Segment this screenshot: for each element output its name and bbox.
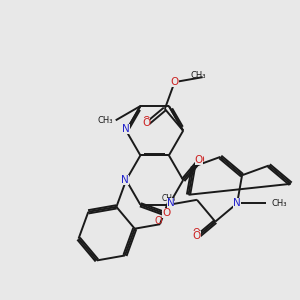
Text: O: O (195, 155, 203, 165)
Text: CH₃: CH₃ (190, 71, 206, 80)
Text: N: N (122, 124, 130, 134)
Text: O: O (142, 116, 150, 126)
Text: CH₃: CH₃ (272, 199, 287, 208)
Text: O: O (155, 216, 162, 226)
Text: CH₃: CH₃ (97, 116, 113, 125)
Text: O: O (193, 231, 201, 241)
Text: O: O (163, 208, 171, 218)
Text: O: O (171, 77, 178, 87)
Text: O: O (142, 118, 150, 128)
Text: N: N (233, 198, 241, 208)
Text: O: O (162, 208, 170, 218)
Text: N: N (121, 175, 128, 185)
Text: N: N (167, 198, 174, 208)
Text: O: O (170, 77, 179, 87)
Text: CH₃: CH₃ (161, 194, 175, 203)
Text: O: O (193, 228, 200, 238)
Text: O: O (196, 155, 204, 165)
